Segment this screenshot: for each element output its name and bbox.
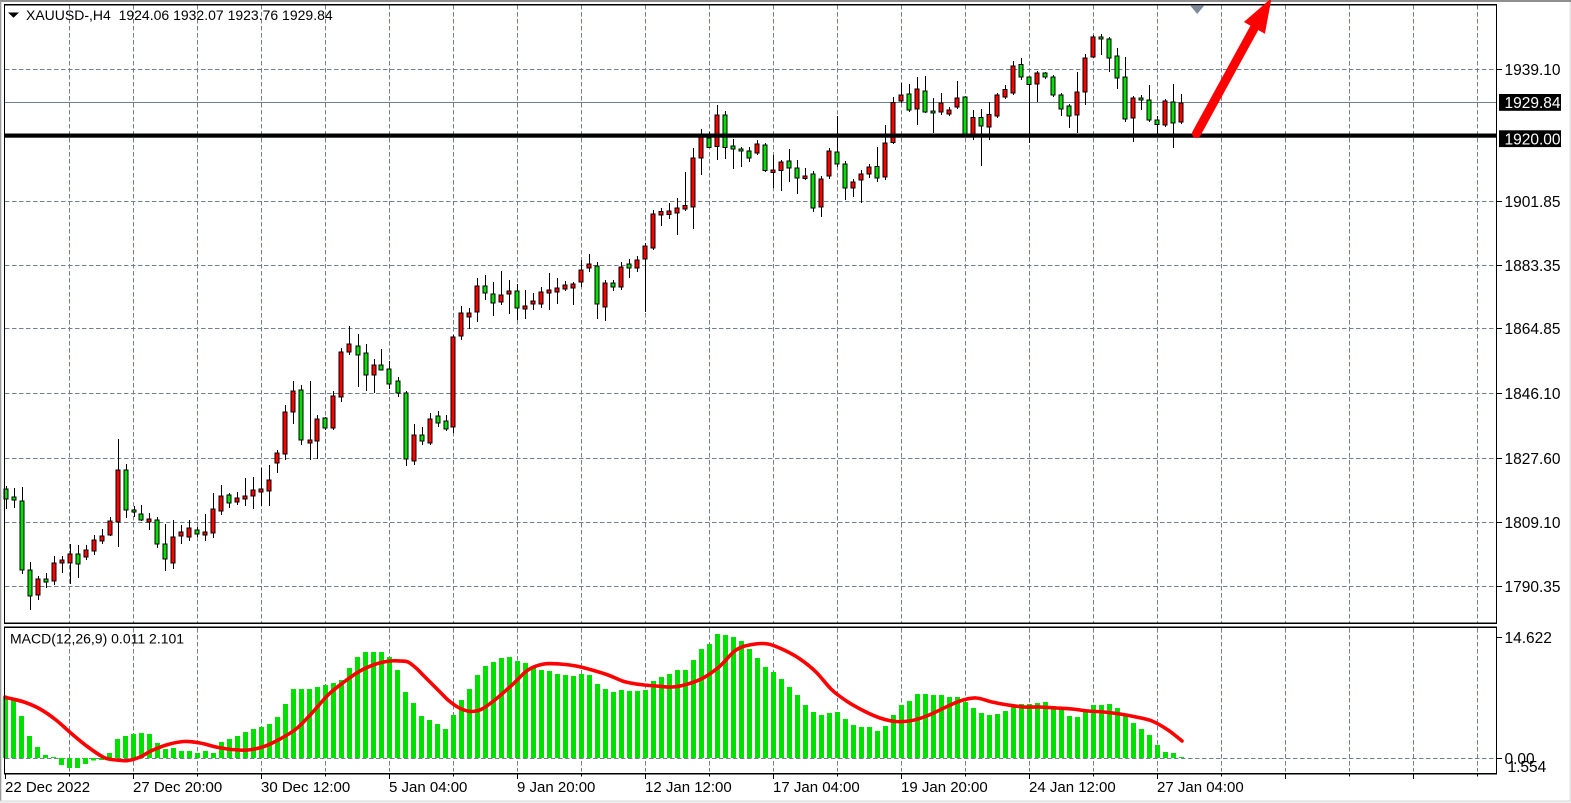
svg-text:1809.10: 1809.10 (1505, 515, 1561, 532)
svg-text:1920.00: 1920.00 (1505, 132, 1561, 149)
svg-text:19 Jan 20:00: 19 Jan 20:00 (901, 779, 988, 796)
svg-text:1883.35: 1883.35 (1505, 258, 1561, 275)
svg-text:1.554: 1.554 (1508, 759, 1547, 776)
svg-text:5 Jan 04:00: 5 Jan 04:00 (389, 779, 467, 796)
svg-text:0.00: 0.00 (1505, 751, 1536, 768)
svg-text:27 Dec 20:00: 27 Dec 20:00 (133, 779, 222, 796)
svg-text:1864.85: 1864.85 (1505, 321, 1561, 338)
svg-text:22 Dec 2022: 22 Dec 2022 (5, 779, 90, 796)
svg-text:30 Dec 12:00: 30 Dec 12:00 (261, 779, 350, 796)
svg-text:1901.85: 1901.85 (1505, 194, 1561, 211)
svg-text:XAUUSD-,H4 1924.06 1932.07 19: XAUUSD-,H4 1924.06 1932.07 1923.76 1929.… (26, 7, 333, 23)
svg-text:12 Jan 12:00: 12 Jan 12:00 (645, 779, 732, 796)
svg-text:MACD(12,26,9) 0.011 2.101: MACD(12,26,9) 0.011 2.101 (10, 631, 184, 647)
svg-text:1827.60: 1827.60 (1505, 451, 1561, 468)
svg-text:27 Jan 04:00: 27 Jan 04:00 (1157, 779, 1244, 796)
svg-text:1846.10: 1846.10 (1505, 386, 1561, 403)
svg-text:14.622: 14.622 (1505, 630, 1552, 647)
svg-text:9 Jan 20:00: 9 Jan 20:00 (517, 779, 595, 796)
svg-text:24 Jan 12:00: 24 Jan 12:00 (1029, 779, 1116, 796)
svg-text:1939.10: 1939.10 (1505, 62, 1561, 79)
svg-text:17 Jan 04:00: 17 Jan 04:00 (773, 779, 860, 796)
svg-text:1929.84: 1929.84 (1505, 95, 1561, 112)
svg-text:1790.35: 1790.35 (1505, 579, 1561, 596)
